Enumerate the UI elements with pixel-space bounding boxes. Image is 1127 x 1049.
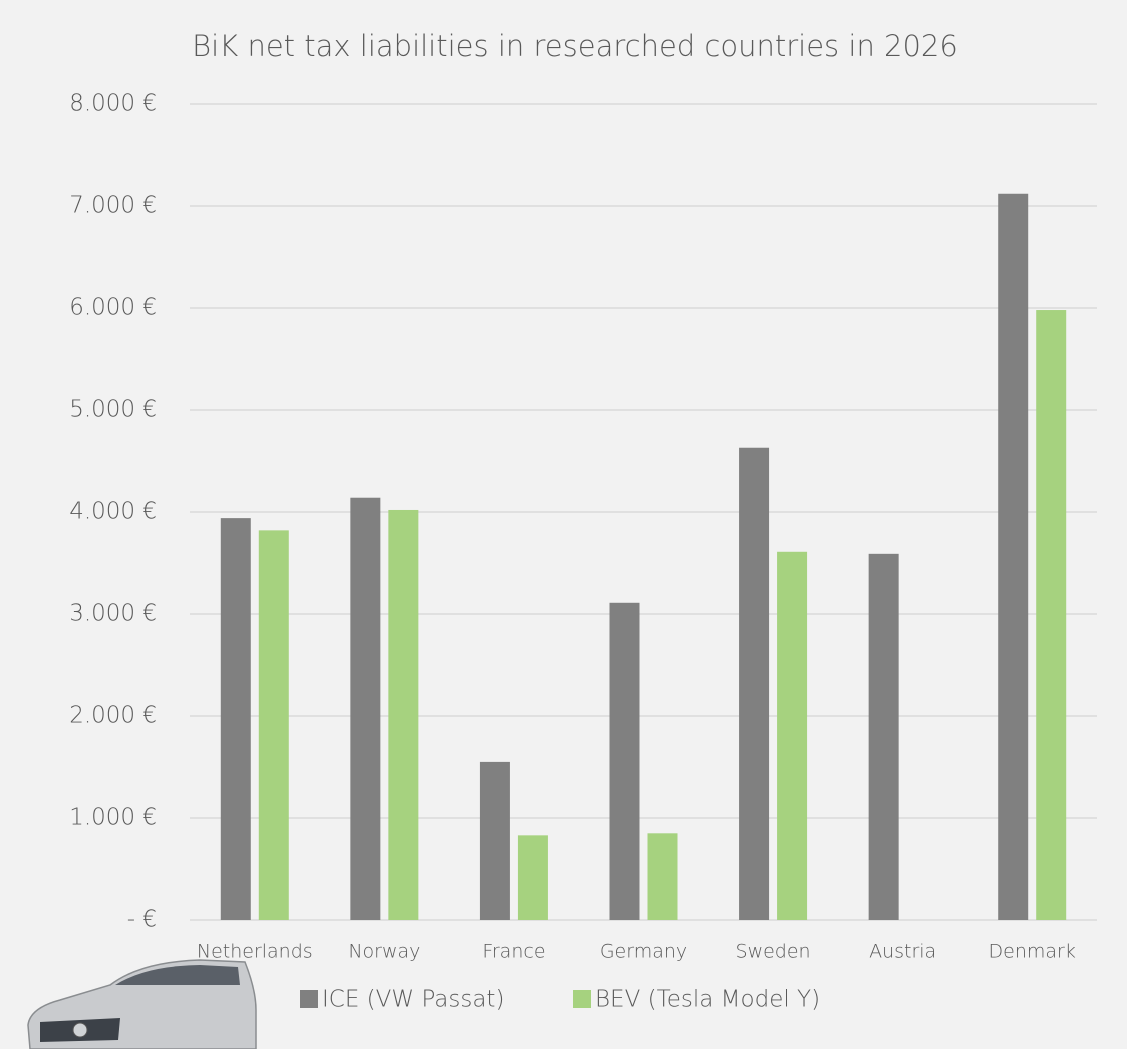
- y-tick-label: 8.000 €: [69, 91, 157, 117]
- bar: [609, 602, 640, 920]
- bar: [998, 193, 1029, 920]
- y-tick-label: - €: [127, 907, 157, 933]
- legend-label: ICE (VW Passat): [322, 987, 504, 1013]
- bar: [647, 833, 678, 920]
- bar: [258, 530, 289, 920]
- y-tick-label: 4.000 €: [69, 499, 157, 525]
- bar: [777, 551, 808, 920]
- bar: [350, 497, 381, 920]
- y-tick-label: 3.000 €: [69, 601, 157, 627]
- x-tick-label: Norway: [348, 941, 420, 963]
- y-tick-label: 5.000 €: [69, 397, 157, 423]
- bar: [739, 447, 770, 920]
- x-tick-label: Sweden: [736, 941, 811, 963]
- x-tick-label: Germany: [600, 941, 687, 963]
- legend-swatch: [300, 990, 318, 1008]
- y-tick-label: 6.000 €: [69, 295, 157, 321]
- bar: [220, 518, 251, 920]
- x-tick-label: Austria: [869, 941, 936, 963]
- legend-swatch: [573, 990, 591, 1008]
- x-tick-label: France: [482, 941, 545, 963]
- y-tick-label: 1.000 €: [69, 805, 157, 831]
- y-tick-label: 2.000 €: [69, 703, 157, 729]
- bar: [479, 761, 510, 920]
- y-tick-label: 7.000 €: [69, 193, 157, 219]
- legend-label: BEV (Tesla Model Y): [595, 987, 820, 1013]
- car-illustration: [27, 959, 257, 1049]
- x-tick-label: Denmark: [989, 941, 1076, 963]
- x-tick-label: Netherlands: [197, 941, 313, 963]
- bar: [1036, 310, 1067, 920]
- bar: [517, 835, 548, 920]
- bar: [868, 553, 899, 920]
- bar: [388, 509, 419, 920]
- chart-title: BiK net tax liabilities in researched co…: [192, 29, 958, 63]
